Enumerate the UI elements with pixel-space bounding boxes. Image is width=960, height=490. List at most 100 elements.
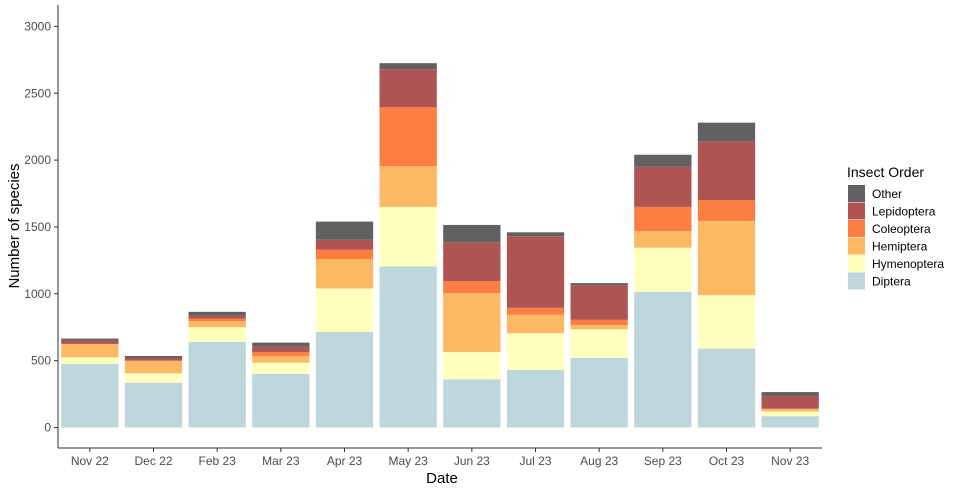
y-tick-label: 500: [31, 354, 51, 368]
y-tick-label: 1500: [24, 220, 51, 234]
bar-segment-coleoptera: [697, 200, 756, 221]
bar-segment-other: [697, 122, 756, 142]
x-tick-label: Sep 23: [644, 454, 682, 468]
legend-swatch: [848, 272, 865, 290]
bar-segment-diptera: [570, 357, 628, 428]
legend-item: Hemiptera: [848, 237, 928, 255]
x-tick-label: Aug 23: [580, 454, 618, 468]
bar-segment-hymenoptera: [634, 247, 692, 292]
bar-segment-other: [61, 338, 119, 341]
bar-segment-diptera: [315, 331, 374, 428]
bar-segment-coleoptera: [634, 206, 692, 231]
x-axis-title: Date: [426, 470, 458, 487]
bar-stack: [252, 342, 310, 428]
bar-segment-diptera: [188, 341, 246, 428]
legend-swatch: [848, 237, 865, 255]
bar-stack: [761, 392, 819, 428]
bar-segment-other: [124, 355, 183, 358]
bar-segment-coleoptera: [443, 281, 501, 294]
legend-title: Insect Order: [847, 164, 924, 180]
bar-stack: [570, 283, 628, 428]
bar-segment-lepidoptera: [61, 340, 119, 344]
bar-segment-hymenoptera: [443, 351, 501, 380]
bar-segment-hymenoptera: [252, 362, 310, 375]
bar-segment-hemiptera: [570, 325, 628, 330]
y-tick-label: 0: [44, 421, 51, 435]
bar-segment-hemiptera: [634, 230, 692, 248]
bar-segment-hymenoptera: [124, 373, 183, 383]
x-tick-label: Mar 23: [262, 454, 300, 468]
legend-label: Other: [872, 187, 902, 201]
bar-segment-other: [506, 232, 565, 237]
bar-segment-other: [315, 221, 374, 240]
legend-swatch: [848, 202, 865, 220]
bar-segment-hymenoptera: [506, 333, 565, 371]
bar-segment-lepidoptera: [570, 285, 628, 320]
bar-segment-lepidoptera: [697, 141, 756, 201]
bar-segment-coleoptera: [506, 307, 565, 315]
bar-segment-diptera: [379, 266, 437, 428]
legend-items: Other Lepidoptera Coleoptera Hemiptera Hymen…: [848, 185, 944, 290]
legend-label: Hemiptera: [872, 240, 928, 254]
bar-segment-other: [188, 311, 246, 316]
bar-segment-diptera: [252, 374, 310, 428]
bar-stack: [61, 338, 119, 428]
bar-segment-other: [379, 63, 437, 70]
x-tick-label: Jun 23: [454, 454, 490, 468]
x-tick-label: May 23: [388, 454, 428, 468]
bar-stack: [188, 311, 246, 428]
x-axis: Nov 22 Dec 22 Feb 23 Mar 23 Apr 23 May 23 Jun …: [58, 447, 822, 468]
y-tick-label: 2500: [24, 86, 51, 100]
bar-segment-hymenoptera: [61, 357, 119, 364]
bar-segment-hymenoptera: [697, 295, 756, 349]
legend-label: Lepidoptera: [872, 205, 936, 219]
x-tick-label: Feb 23: [198, 454, 236, 468]
bar-segment-other: [761, 392, 819, 397]
bar-stack: [379, 63, 437, 428]
bar-stack: [124, 355, 183, 428]
bar-stack: [634, 154, 692, 428]
bar-segment-diptera: [124, 382, 183, 428]
bar-segment-coleoptera: [570, 319, 628, 326]
y-axis-title: Number of species: [6, 163, 23, 288]
bar-segment-hemiptera: [188, 321, 246, 328]
bar-segment-lepidoptera: [506, 236, 565, 308]
bar-segment-coleoptera: [379, 107, 437, 167]
x-tick-label: Dec 22: [134, 454, 172, 468]
bar-segment-coleoptera: [252, 351, 310, 356]
legend-label: Diptera: [872, 275, 911, 289]
legend-label: Coleoptera: [872, 222, 931, 236]
bar-segment-hymenoptera: [761, 411, 819, 417]
bar-segment-other: [570, 283, 628, 286]
bar-stack: [506, 232, 565, 428]
bar-segment-lepidoptera: [634, 166, 692, 207]
bar-segment-hemiptera: [124, 360, 183, 374]
bar-segment-hemiptera: [379, 166, 437, 207]
bar-segment-lepidoptera: [124, 357, 183, 361]
bar-segment-diptera: [697, 348, 756, 428]
bar-segment-diptera: [443, 379, 501, 428]
bar-segment-coleoptera: [315, 249, 374, 260]
bar-segment-diptera: [761, 416, 819, 428]
bar-segment-hemiptera: [315, 259, 374, 289]
x-tick-label: Nov 22: [71, 454, 109, 468]
bar-segment-hymenoptera: [570, 329, 628, 358]
bar-segment-hymenoptera: [315, 288, 374, 332]
bar-segment-hemiptera: [61, 343, 119, 358]
bar-segment-other: [252, 342, 310, 347]
y-ticks: 0 500 1000 1500 2000 2500 3000: [24, 19, 58, 435]
bar-segment-lepidoptera: [252, 346, 310, 352]
x-ticks: Nov 22 Dec 22 Feb 23 Mar 23 Apr 23 May 23 Jun …: [71, 448, 809, 468]
x-tick-label: Apr 23: [327, 454, 363, 468]
y-axis: 0 500 1000 1500 2000 2500 3000: [24, 5, 59, 448]
bar-segment-hemiptera: [252, 355, 310, 363]
legend-item: Diptera: [848, 272, 911, 290]
bar-stack: [443, 224, 501, 428]
bar-segment-hemiptera: [506, 314, 565, 334]
legend-label: Hymenoptera: [872, 257, 944, 271]
legend-item: Other: [848, 185, 902, 202]
bar-stack: [697, 122, 756, 428]
y-tick-label: 1000: [24, 287, 51, 301]
bar-segment-hymenoptera: [379, 206, 437, 267]
